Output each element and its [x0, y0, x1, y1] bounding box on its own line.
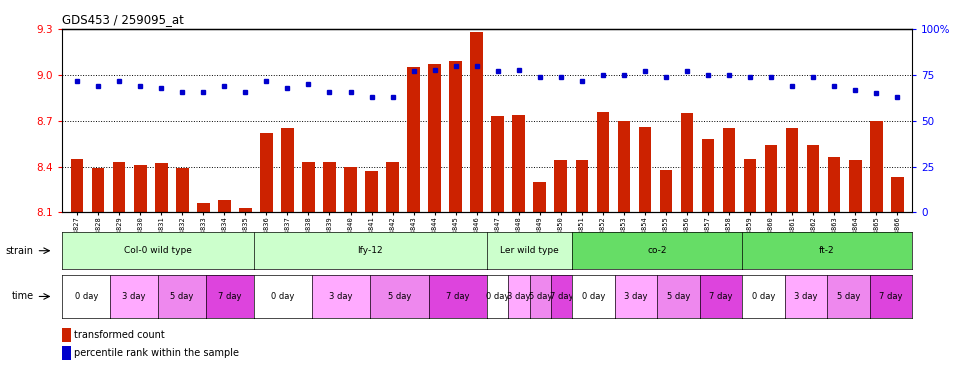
Bar — [806, 145, 820, 212]
Text: 0 day: 0 day — [271, 292, 295, 301]
Text: 7 day: 7 day — [446, 292, 469, 301]
Bar — [765, 145, 778, 212]
Text: 3 day: 3 day — [122, 292, 146, 301]
Bar — [407, 67, 420, 212]
Bar — [660, 169, 672, 212]
Bar — [239, 208, 252, 212]
Bar — [723, 128, 735, 212]
Text: transformed count: transformed count — [75, 330, 165, 340]
Bar — [596, 112, 610, 212]
Bar — [576, 160, 588, 212]
Text: 3 day: 3 day — [794, 292, 818, 301]
Text: 3 day: 3 day — [507, 292, 531, 301]
Bar — [786, 128, 799, 212]
Bar — [302, 162, 315, 212]
Bar — [638, 127, 651, 212]
Bar — [386, 162, 398, 212]
Text: 0 day: 0 day — [486, 292, 510, 301]
Text: Ler wild type: Ler wild type — [500, 246, 559, 255]
Text: 7 day: 7 day — [709, 292, 732, 301]
Bar — [492, 116, 504, 212]
Bar — [324, 162, 336, 212]
Text: GDS453 / 259095_at: GDS453 / 259095_at — [62, 12, 184, 26]
Text: ft-2: ft-2 — [819, 246, 835, 255]
Bar — [470, 32, 483, 212]
Text: co-2: co-2 — [647, 246, 667, 255]
Text: 5 day: 5 day — [666, 292, 690, 301]
Text: 7 day: 7 day — [550, 292, 573, 301]
Text: strain: strain — [6, 246, 34, 256]
Text: 0 day: 0 day — [75, 292, 98, 301]
Text: 0 day: 0 day — [752, 292, 775, 301]
Bar — [617, 121, 630, 212]
Bar — [62, 328, 71, 342]
Text: 3 day: 3 day — [329, 292, 353, 301]
Text: 5 day: 5 day — [529, 292, 552, 301]
Text: Col-0 wild type: Col-0 wild type — [124, 246, 192, 255]
Text: time: time — [12, 291, 34, 302]
Bar — [555, 160, 567, 212]
Bar — [365, 171, 378, 212]
Text: 5 day: 5 day — [170, 292, 194, 301]
Bar — [176, 168, 188, 212]
Bar — [870, 121, 882, 212]
Bar — [702, 139, 714, 212]
Bar — [260, 133, 273, 212]
Bar — [197, 203, 209, 212]
Bar — [449, 61, 462, 212]
Text: 7 day: 7 day — [218, 292, 241, 301]
Bar — [281, 128, 294, 212]
Bar — [71, 159, 84, 212]
Text: 3 day: 3 day — [624, 292, 648, 301]
Bar — [513, 115, 525, 212]
Text: 0 day: 0 day — [582, 292, 605, 301]
Bar — [345, 167, 357, 212]
Bar — [681, 113, 693, 212]
Bar — [534, 182, 546, 212]
Bar — [155, 164, 168, 212]
Bar — [62, 346, 71, 360]
Bar — [113, 162, 126, 212]
Bar — [428, 64, 441, 212]
Text: 5 day: 5 day — [836, 292, 860, 301]
Bar — [744, 159, 756, 212]
Bar — [849, 160, 861, 212]
Bar — [891, 177, 903, 212]
Bar — [828, 157, 841, 212]
Text: 7 day: 7 day — [879, 292, 902, 301]
Text: 5 day: 5 day — [388, 292, 411, 301]
Bar — [133, 165, 147, 212]
Bar — [92, 168, 105, 212]
Text: lfy-12: lfy-12 — [357, 246, 383, 255]
Text: percentile rank within the sample: percentile rank within the sample — [75, 348, 239, 358]
Bar — [218, 200, 230, 212]
